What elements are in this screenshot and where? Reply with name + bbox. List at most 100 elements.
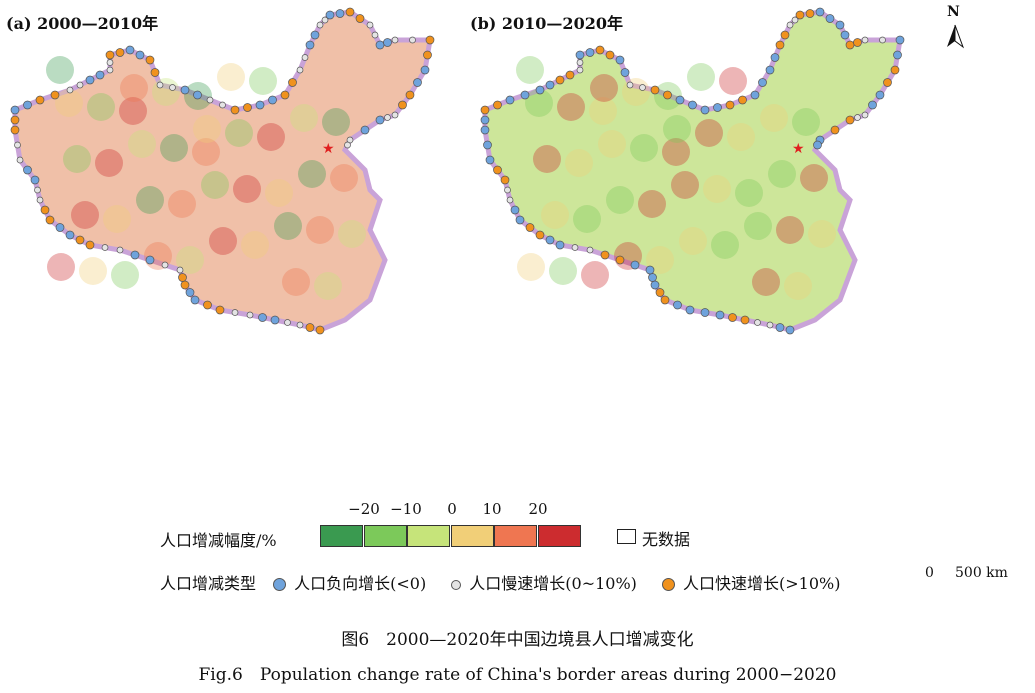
region-patch <box>711 231 739 259</box>
region-patch <box>47 253 75 281</box>
region-patch <box>217 63 245 91</box>
ramp-swatch <box>494 525 538 547</box>
border-county-dot <box>480 115 490 125</box>
north-label: N <box>947 4 960 20</box>
ramp-swatch <box>407 525 451 547</box>
tick: 10 <box>482 500 502 518</box>
border-county-dot <box>483 140 492 150</box>
border-county-dot <box>485 155 495 165</box>
region-patch <box>695 119 723 147</box>
border-county-dot <box>525 223 535 232</box>
region-patch <box>687 63 715 91</box>
region-patch <box>95 149 123 177</box>
border-county-dot <box>130 250 140 260</box>
region-patch <box>792 108 820 136</box>
region-patch <box>541 201 569 229</box>
border-county-dot <box>840 30 850 40</box>
border-county-dot <box>493 165 502 175</box>
region-patch <box>257 123 285 151</box>
border-county-dot <box>480 105 490 115</box>
border-county-dot <box>650 280 660 290</box>
border-county-dot <box>825 14 835 23</box>
border-county-dot <box>23 100 32 110</box>
border-county-dot <box>673 300 682 310</box>
border-county-dot <box>420 65 430 75</box>
border-county-dot <box>795 10 805 20</box>
region-patch <box>630 134 658 162</box>
region-patch <box>306 216 334 244</box>
border-county-dot <box>105 50 115 60</box>
border-county-dot <box>758 78 767 87</box>
border-county-dot <box>65 230 75 240</box>
border-county-dot <box>180 280 190 290</box>
region-patch <box>55 89 83 117</box>
region-patch <box>589 97 617 125</box>
border-county-dot <box>34 186 41 194</box>
no-data-swatch <box>617 529 636 544</box>
border-county-dot <box>700 105 710 115</box>
region-patch <box>209 227 237 255</box>
type-legend: 人口增减类型 人口负向增长(<0) 人口慢速增长(0~10%) 人口快速增长(>… <box>160 570 840 594</box>
border-county-dot <box>284 319 291 326</box>
region-patch <box>776 216 804 244</box>
border-county-dot <box>786 21 794 29</box>
border-county-dot <box>315 325 325 335</box>
fast-dot-icon <box>662 578 676 591</box>
region-patch <box>111 261 139 289</box>
border-county-dot <box>861 36 869 44</box>
region-patch <box>79 257 107 285</box>
border-county-dot <box>620 68 630 77</box>
border-county-dot <box>504 186 511 194</box>
border-county-dot <box>766 321 774 329</box>
region-patch <box>201 171 229 199</box>
border-county-dot <box>879 36 886 44</box>
border-county-dot <box>219 101 226 109</box>
border-county-dot <box>325 10 335 20</box>
border-county-dot <box>890 65 900 75</box>
region-patch <box>760 104 788 132</box>
border-county-dot <box>754 319 761 326</box>
border-county-dot <box>713 103 722 112</box>
region-patch <box>152 78 180 106</box>
capital-star-icon: ★ <box>792 141 805 157</box>
region-patch <box>176 246 204 274</box>
region-patch <box>322 108 350 136</box>
border-county-dot <box>85 75 95 85</box>
border-county-dot <box>150 68 160 77</box>
border-county-dot <box>725 100 735 110</box>
border-county-dot <box>268 95 277 105</box>
border-county-dot <box>391 111 399 119</box>
border-county-dot <box>565 70 575 80</box>
region-patch <box>233 175 261 203</box>
border-county-dot <box>176 266 184 274</box>
border-county-dot <box>231 309 239 316</box>
border-county-dot <box>630 260 640 270</box>
border-county-dot <box>660 295 670 305</box>
border-county-dot <box>360 125 370 135</box>
map-panel-a: ★ <box>10 7 435 335</box>
region-patch <box>274 212 302 240</box>
border-county-dot <box>895 35 905 45</box>
border-county-dot <box>576 66 584 74</box>
region-patch <box>573 205 601 233</box>
border-county-dot <box>30 175 40 185</box>
border-county-dot <box>10 125 20 135</box>
region-patch <box>752 268 780 296</box>
border-county-dot <box>813 140 822 150</box>
region-patch <box>533 145 561 173</box>
border-county-dot <box>35 95 45 105</box>
border-county-dot <box>830 125 840 135</box>
border-county-dot <box>335 9 345 18</box>
region-patch <box>330 164 358 192</box>
border-county-dot <box>246 311 254 319</box>
region-patch <box>314 272 342 300</box>
border-county-dot <box>180 85 190 95</box>
region-patch <box>120 74 148 102</box>
border-county-dot <box>545 80 555 90</box>
region-patch <box>549 257 577 285</box>
border-county-dot <box>700 308 710 317</box>
border-county-dot <box>785 325 795 335</box>
border-county-dot <box>305 40 315 50</box>
type-negative: 人口负向增长(<0) <box>294 574 427 593</box>
border-county-dot <box>66 86 74 94</box>
